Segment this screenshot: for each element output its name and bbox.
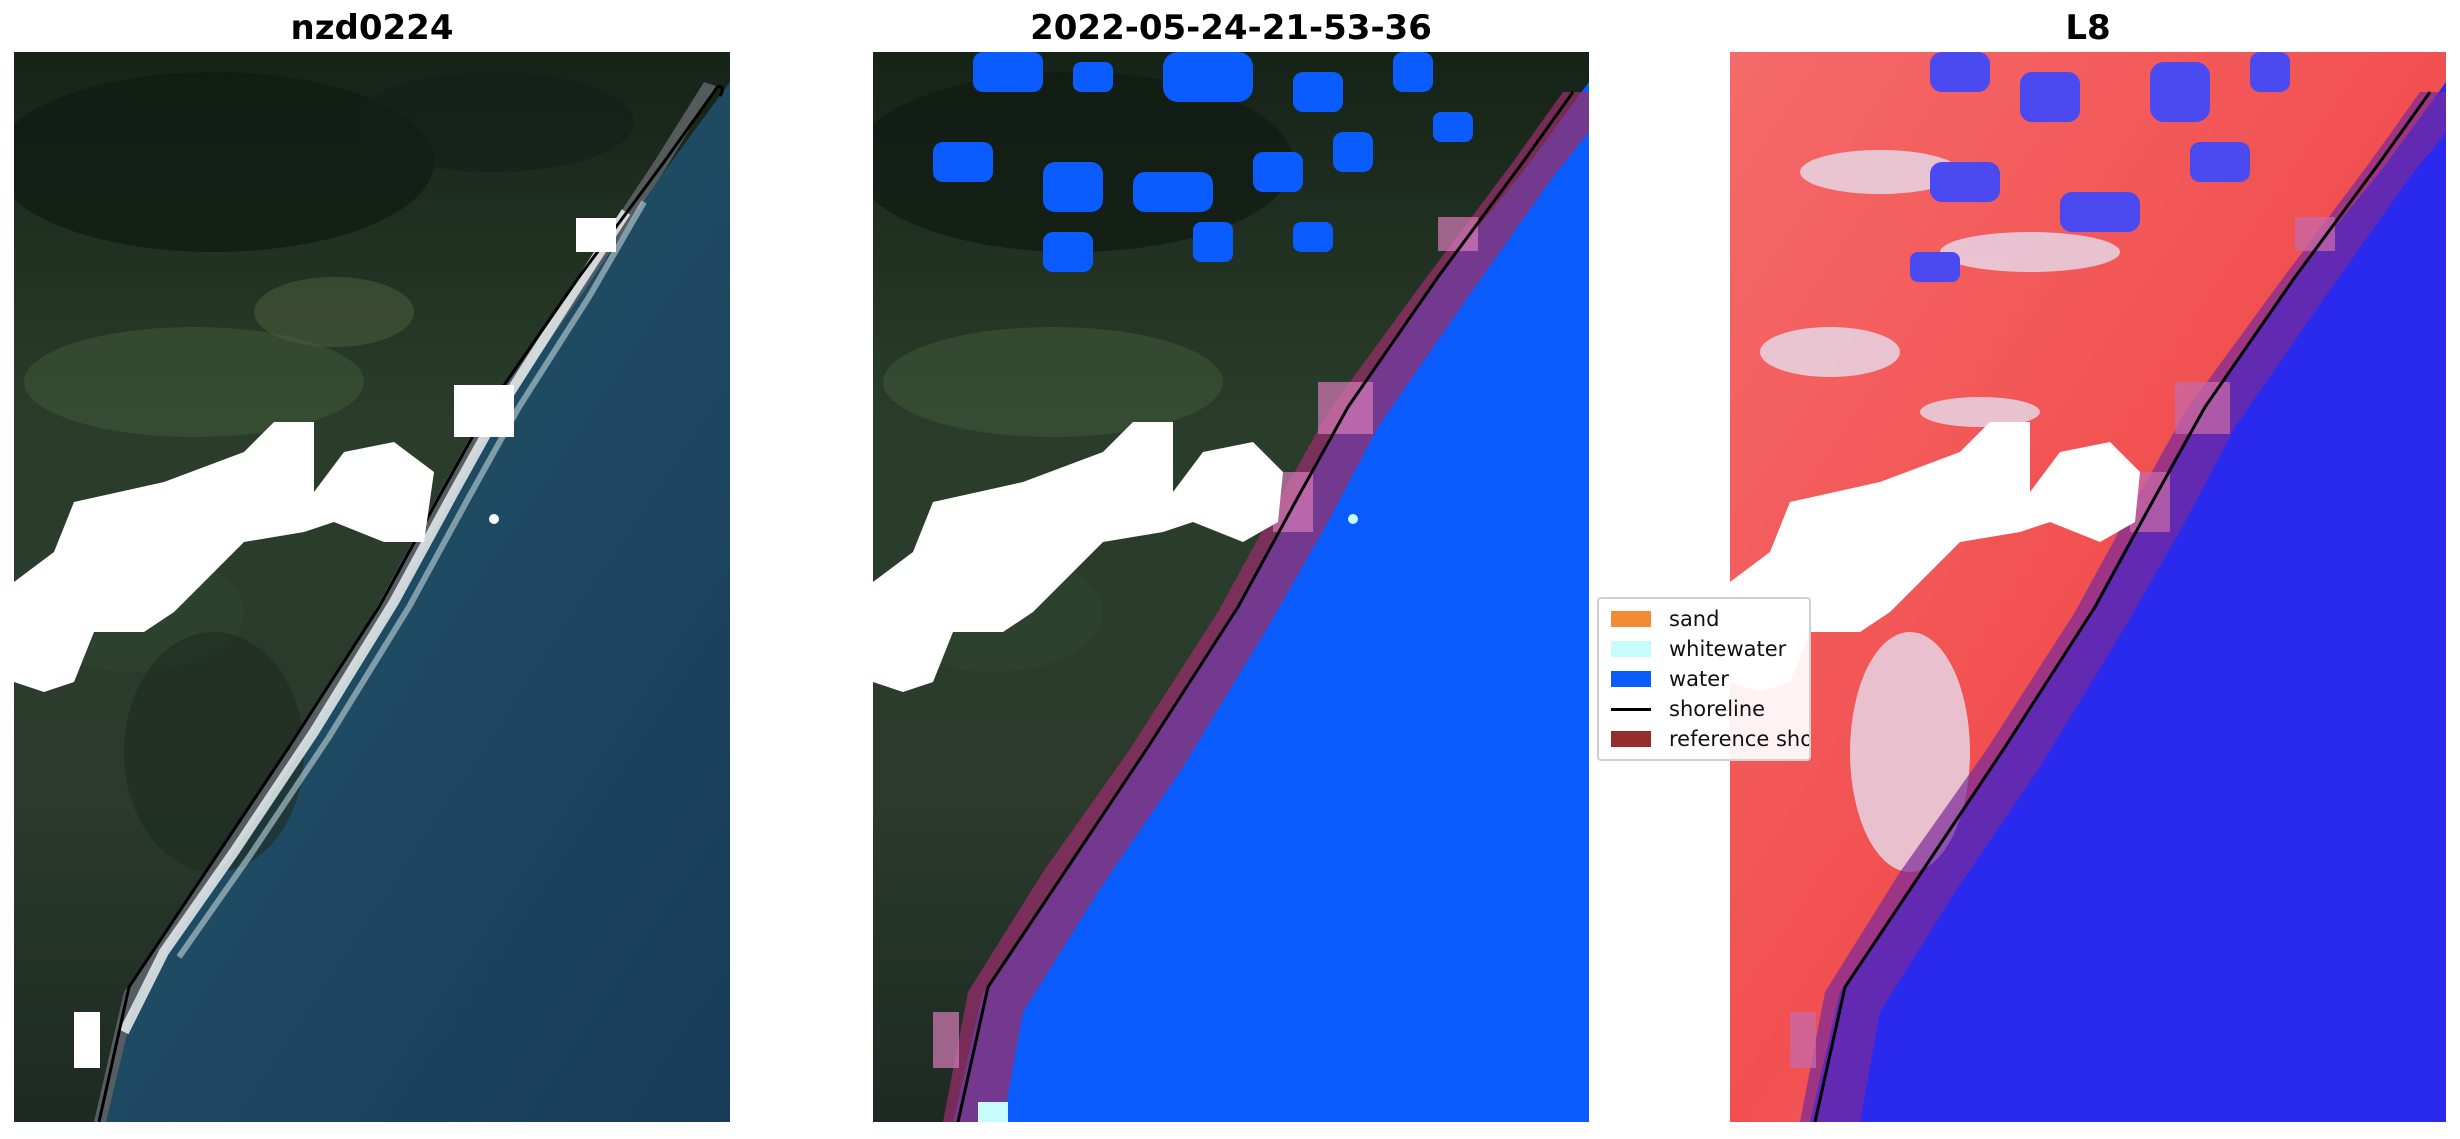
panel-title-index: L8 xyxy=(2065,8,2111,48)
sand-swatch xyxy=(1611,611,1651,627)
legend-label-shoreline: shoreline xyxy=(1669,697,1766,721)
legend-item-sand: sand xyxy=(1611,605,1719,633)
rgb-image xyxy=(14,52,730,1122)
legend-label-water: water xyxy=(1669,667,1729,691)
legend-label-whitewater: whitewater xyxy=(1669,637,1787,661)
panel-title-classified: 2022-05-24-21-53-36 xyxy=(1030,8,1432,48)
legend-item-water: water xyxy=(1611,665,1729,693)
index-image-panel xyxy=(1730,52,2446,1122)
reference-buffer-swatch xyxy=(1611,731,1651,747)
legend-label-sand: sand xyxy=(1669,607,1720,631)
water-swatch xyxy=(1611,671,1651,687)
legend: sand whitewater water shoreline referenc… xyxy=(1597,597,1811,761)
whitewater-swatch xyxy=(1611,641,1651,657)
legend-item-shoreline: shoreline xyxy=(1611,695,1765,723)
legend-item-reference-buffer: reference shoreline buffer xyxy=(1611,725,1809,753)
shoreline-line xyxy=(1611,707,1651,711)
classified-image-panel xyxy=(873,52,1589,1122)
rgb-image-panel xyxy=(14,52,730,1122)
classified-image xyxy=(873,52,1589,1122)
panel-title-rgb: nzd0224 xyxy=(290,8,454,48)
index-image xyxy=(1730,52,2446,1122)
legend-item-whitewater: whitewater xyxy=(1611,635,1786,663)
legend-label-reference-buffer: reference shoreline buffer xyxy=(1669,727,1809,751)
